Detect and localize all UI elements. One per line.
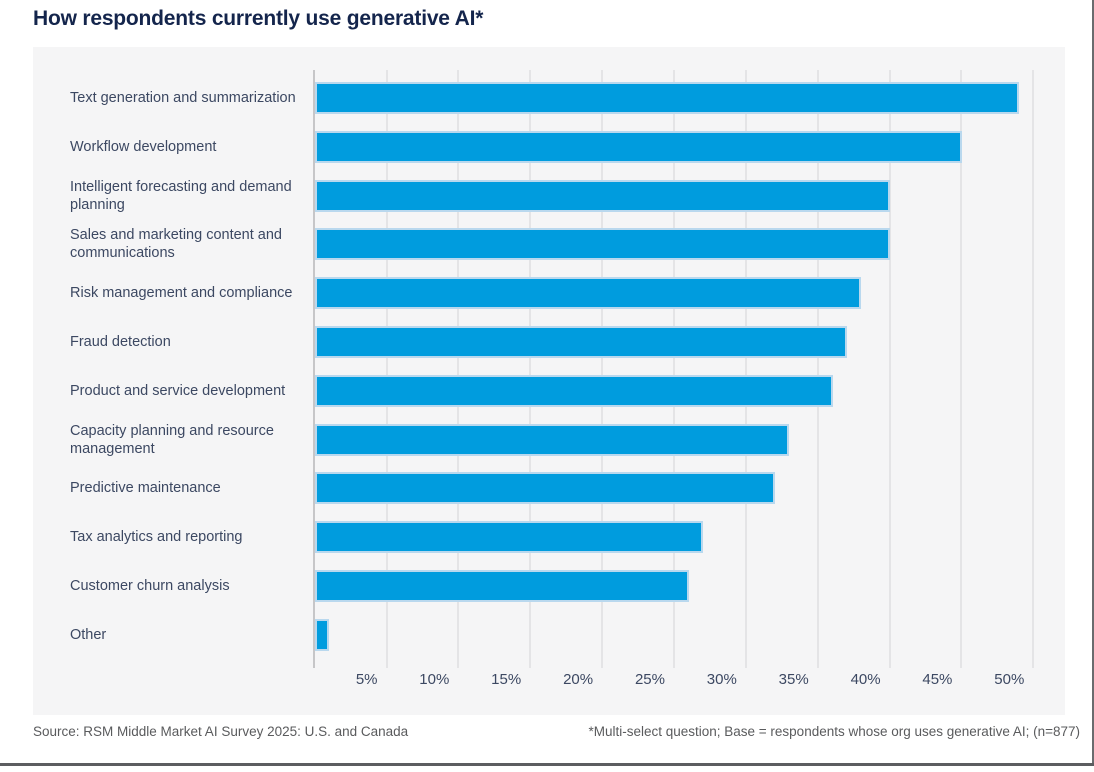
page-title: How respondents currently use generative… bbox=[33, 7, 484, 30]
x-tick-label: 5% bbox=[355, 671, 378, 688]
bar bbox=[315, 374, 833, 407]
gridline-10% bbox=[457, 70, 460, 668]
category-label: Text generation and summarization bbox=[70, 90, 296, 106]
x-tick-label: 10% bbox=[419, 671, 450, 688]
gridline-40% bbox=[888, 70, 891, 668]
gridline-5% bbox=[385, 70, 388, 668]
gridline-50% bbox=[1032, 70, 1035, 668]
footnote: *Multi-select question; Base = responden… bbox=[588, 724, 1080, 739]
category-label: Customer churn analysis bbox=[70, 578, 230, 594]
gridline-15% bbox=[529, 70, 532, 668]
gridline-25% bbox=[673, 70, 675, 668]
x-tick-label: 45% bbox=[922, 671, 953, 688]
gridline-35% bbox=[816, 70, 819, 668]
window-border-bottom bbox=[0, 763, 1094, 766]
bar bbox=[315, 179, 890, 212]
bar bbox=[315, 570, 689, 602]
bar bbox=[315, 228, 890, 261]
category-label: Risk management and compliance bbox=[70, 285, 293, 302]
category-label: Product and service development bbox=[70, 382, 286, 399]
category-label: Capacity planning and resource managemen… bbox=[70, 422, 274, 457]
x-tick-label: 50% bbox=[994, 671, 1025, 688]
source-note: Source: RSM Middle Market AI Survey 2025… bbox=[33, 724, 409, 739]
bar bbox=[315, 423, 790, 456]
gridline-20% bbox=[601, 70, 604, 668]
bar bbox=[315, 618, 330, 651]
x-tick-label: 20% bbox=[563, 671, 594, 688]
category-label: Tax analytics and reporting bbox=[70, 529, 243, 546]
bar bbox=[315, 82, 1020, 114]
bar bbox=[315, 130, 962, 163]
category-label: Fraud detection bbox=[70, 334, 171, 350]
gridline-45% bbox=[960, 70, 963, 668]
window-border-right bbox=[1092, 0, 1094, 766]
gridline-30% bbox=[744, 70, 747, 668]
x-tick-label: 30% bbox=[706, 671, 737, 688]
bar-chart-panel: Text generation and summarization Workflo… bbox=[33, 47, 1065, 715]
y-axis-line bbox=[313, 70, 315, 668]
category-label: Workflow development bbox=[70, 138, 217, 155]
x-tick-label: 40% bbox=[850, 671, 881, 688]
bar bbox=[315, 277, 862, 310]
bar bbox=[315, 521, 704, 554]
category-label: Other bbox=[70, 626, 107, 643]
category-label: Sales and marketing content and communic… bbox=[70, 227, 282, 262]
category-label: Predictive maintenance bbox=[70, 480, 221, 497]
x-tick-label: 15% bbox=[491, 671, 522, 688]
bar bbox=[315, 472, 775, 505]
category-label: Intelligent forecasting and demand plann… bbox=[70, 178, 292, 213]
x-tick-label: 35% bbox=[778, 671, 809, 688]
bar bbox=[315, 326, 847, 358]
x-tick-label: 25% bbox=[634, 671, 665, 688]
